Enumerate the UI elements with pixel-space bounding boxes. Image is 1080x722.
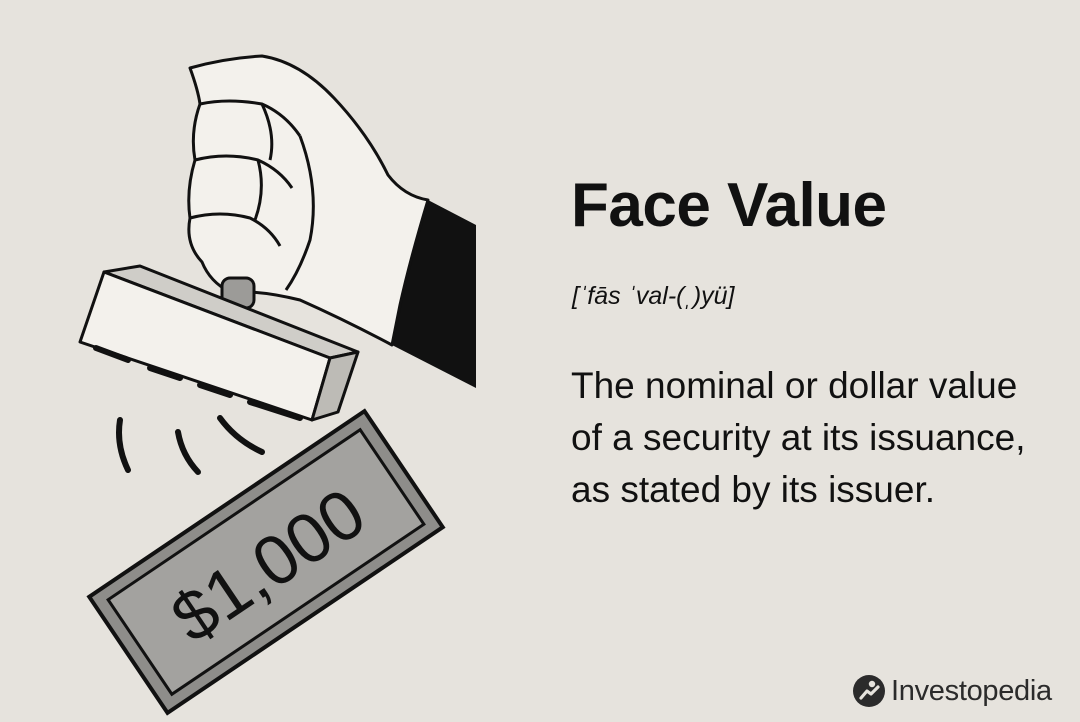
investopedia-logo-icon [853,675,885,707]
brand-logo[interactable]: Investopedia [852,671,1052,711]
term-pronunciation: [ˈfās ˈval-(ˌ)yü] [572,282,735,310]
brand-name: Investopedia [891,674,1052,707]
hand-stamp-icon: $1,000 [78,54,476,716]
term-definition: The nominal or dollar value of a securit… [571,365,1026,510]
term-title: Face Value [571,171,887,240]
